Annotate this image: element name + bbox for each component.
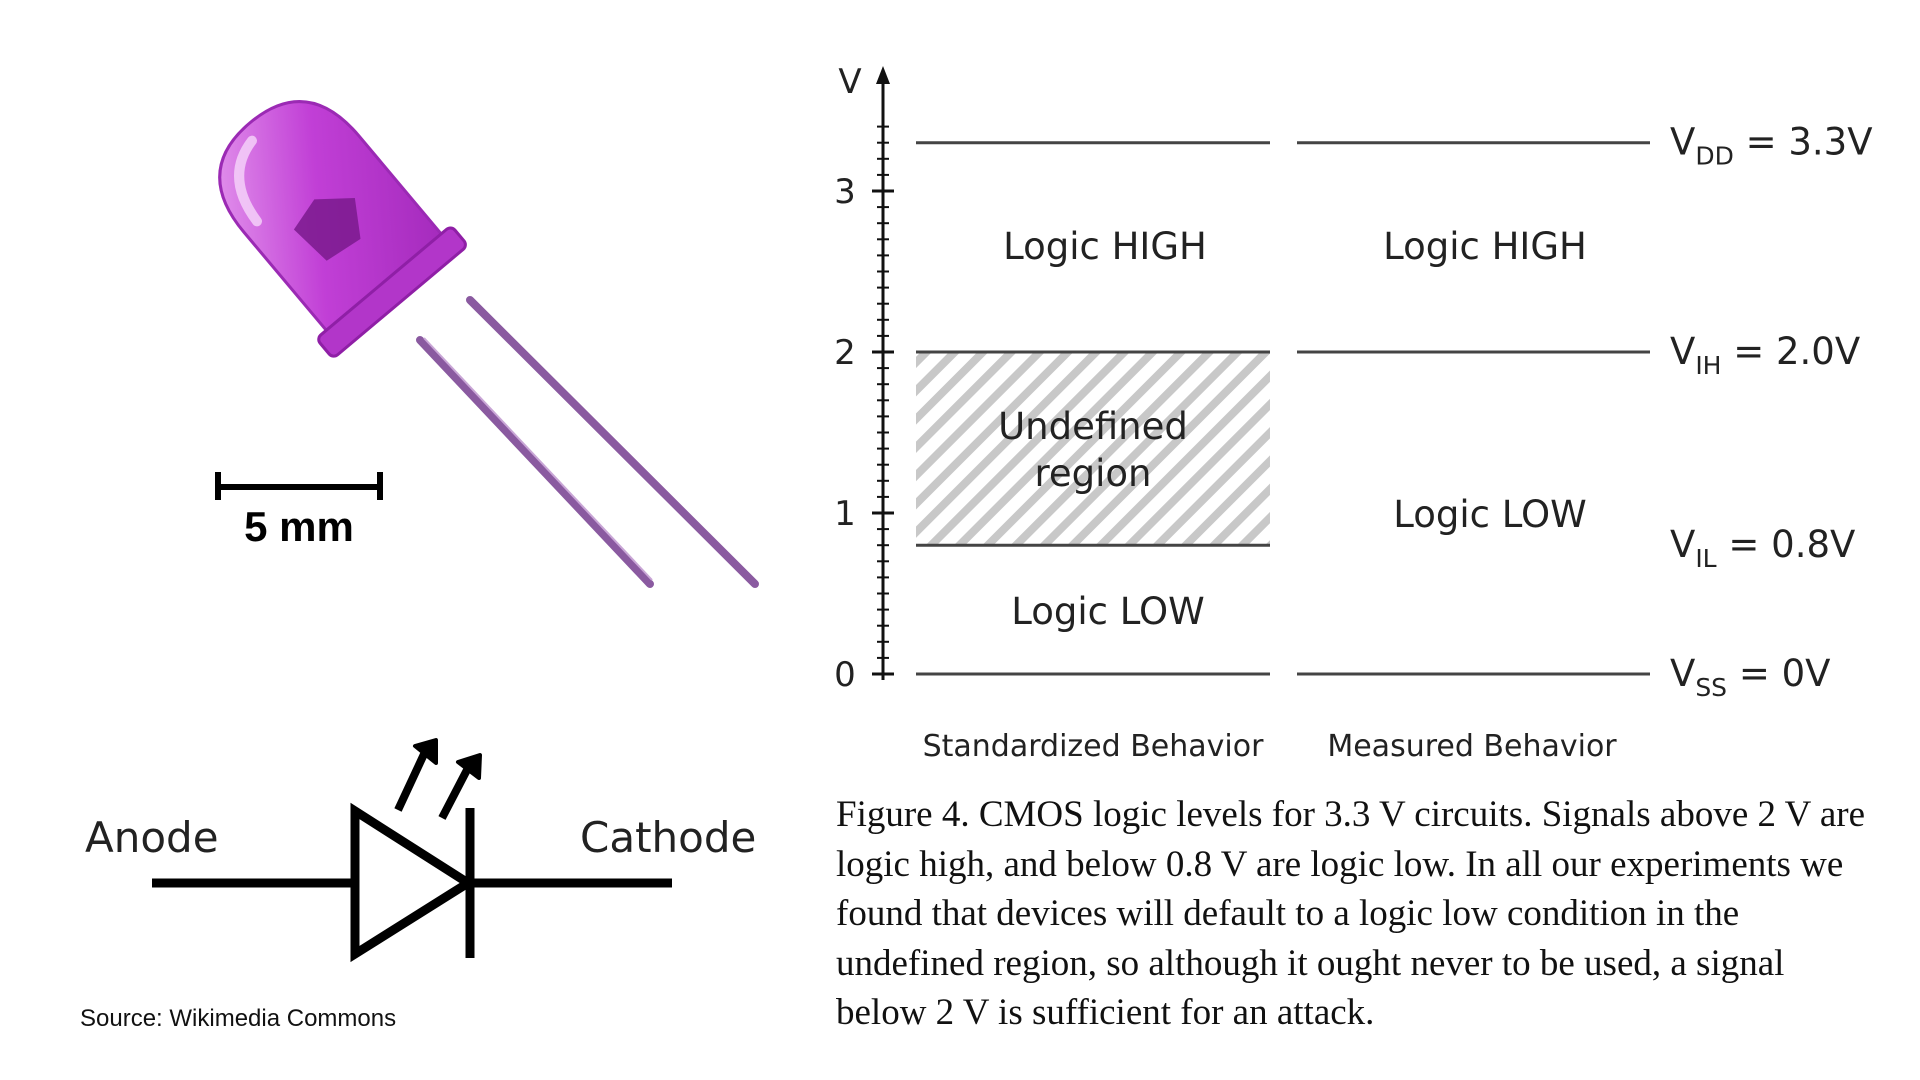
vss-main: V	[1670, 652, 1695, 695]
y-tick-label-2: 2	[834, 333, 856, 373]
vih-main: V	[1670, 330, 1695, 373]
axis-arrow-icon	[876, 66, 890, 84]
vih-value: = 2.0V	[1721, 330, 1860, 373]
led-die	[293, 197, 361, 261]
measured-low-label: Logic LOW	[1393, 493, 1586, 536]
led-lead-right	[466, 296, 759, 588]
vss-label: VSS = 0V	[1670, 652, 1830, 702]
y-tick-label-3: 3	[834, 172, 856, 212]
led-flange	[317, 226, 467, 358]
undefined-region	[916, 352, 1270, 546]
vih-label: VIH = 2.0V	[1670, 330, 1860, 380]
undefined-label-line2: region	[1034, 452, 1151, 495]
column-label-standardized: Standardized Behavior	[923, 729, 1264, 764]
led-photo	[218, 100, 759, 588]
measured-high-label: Logic HIGH	[1383, 225, 1587, 268]
vss-subscript: SS	[1695, 673, 1727, 702]
voltage-axis: V 0 1 2 3	[834, 62, 894, 695]
column-label-measured: Measured Behavior	[1327, 729, 1617, 764]
minor-ticks	[872, 125, 894, 676]
anode-label: Anode	[85, 813, 219, 862]
led-highlight	[234, 135, 263, 227]
led-body	[218, 100, 467, 358]
source-credit: Source: Wikimedia Commons	[80, 1005, 397, 1032]
axis-label: V	[838, 62, 861, 102]
led-lead-highlight	[423, 337, 653, 581]
vil-main: V	[1670, 523, 1695, 566]
vil-value: = 0.8V	[1717, 523, 1856, 566]
logic-level-chart: V 0 1 2 3 Logic HIGH Undefined region Lo…	[834, 62, 1872, 764]
vdd-label: VDD = 3.3V	[1670, 121, 1873, 171]
undefined-label-line1: Undefined	[998, 405, 1188, 448]
vih-subscript: IH	[1695, 351, 1721, 380]
std-high-label: Logic HIGH	[1003, 225, 1207, 268]
vdd-main: V	[1670, 121, 1695, 164]
emission-arrows-icon	[394, 738, 482, 820]
vss-value: = 0V	[1727, 652, 1830, 695]
vdd-value: = 3.3V	[1734, 121, 1873, 164]
vil-label: VIL = 0.8V	[1670, 523, 1855, 573]
scale-bar: 5 mm	[215, 472, 383, 550]
vdd-subscript: DD	[1695, 142, 1734, 171]
led-symbol: Anode Cathode	[85, 738, 756, 963]
figure-caption: Figure 4. CMOS logic levels for 3.3 V ci…	[836, 794, 1866, 1033]
y-tick-label-1: 1	[834, 494, 856, 534]
std-low-label: Logic LOW	[1011, 590, 1204, 633]
y-tick-label-0: 0	[834, 655, 856, 695]
scale-label: 5 mm	[244, 503, 354, 550]
cathode-label: Cathode	[580, 813, 756, 862]
diode-triangle	[350, 802, 477, 963]
vil-subscript: IL	[1695, 544, 1716, 573]
led-lead-left	[416, 336, 654, 588]
